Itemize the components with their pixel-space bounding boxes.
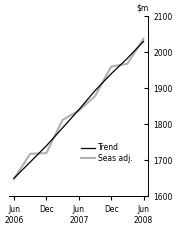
Trend (13, 177, 15, 180)
Seas adj. (45, 152, 47, 155)
Seas adj. (94, 95, 96, 97)
Trend (29, 161, 31, 164)
Trend (61, 127, 64, 129)
Trend (45, 145, 47, 147)
Trend (126, 57, 129, 60)
Seas adj. (142, 37, 145, 40)
Legend: Trend, Seas adj.: Trend, Seas adj. (80, 143, 133, 164)
Trend (78, 109, 80, 111)
Seas adj. (29, 152, 31, 155)
Trend (110, 73, 112, 75)
Seas adj. (78, 109, 80, 112)
Seas adj. (110, 65, 112, 68)
Seas adj. (13, 178, 15, 180)
Line: Seas adj.: Seas adj. (14, 39, 144, 179)
Line: Trend: Trend (14, 41, 144, 178)
Trend (94, 89, 96, 92)
Trend (142, 40, 145, 43)
Seas adj. (126, 62, 129, 65)
Text: $m: $m (136, 3, 148, 12)
Seas adj. (61, 119, 64, 121)
